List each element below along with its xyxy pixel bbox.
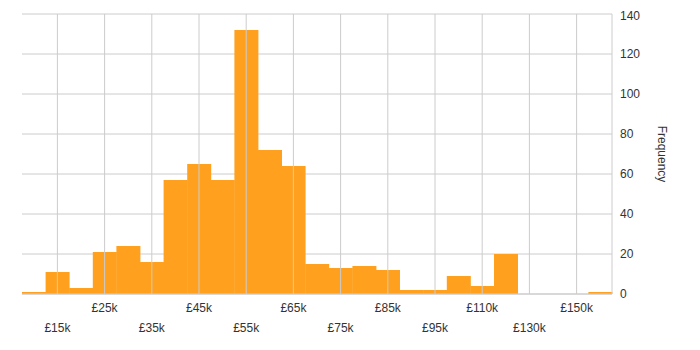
svg-text:£110k: £110k (466, 301, 499, 315)
svg-text:£85k: £85k (375, 301, 402, 315)
svg-text:£95k: £95k (422, 321, 449, 335)
svg-text:100: 100 (620, 87, 640, 101)
svg-text:£15k: £15k (44, 321, 71, 335)
svg-text:40: 40 (620, 207, 634, 221)
svg-text:80: 80 (620, 127, 634, 141)
svg-text:0: 0 (620, 287, 627, 301)
svg-text:£45k: £45k (186, 301, 213, 315)
svg-text:120: 120 (620, 47, 640, 61)
svg-text:£35k: £35k (139, 321, 166, 335)
svg-text:£75k: £75k (328, 321, 355, 335)
svg-text:140: 140 (620, 9, 640, 23)
svg-text:Frequency: Frequency (655, 126, 669, 183)
svg-text:£55k: £55k (233, 321, 260, 335)
svg-text:60: 60 (620, 167, 634, 181)
svg-text:£150k: £150k (560, 301, 594, 315)
svg-text:£130k: £130k (513, 321, 547, 335)
svg-text:20: 20 (620, 247, 634, 261)
svg-text:£65k: £65k (280, 301, 307, 315)
svg-text:£25k: £25k (92, 301, 119, 315)
